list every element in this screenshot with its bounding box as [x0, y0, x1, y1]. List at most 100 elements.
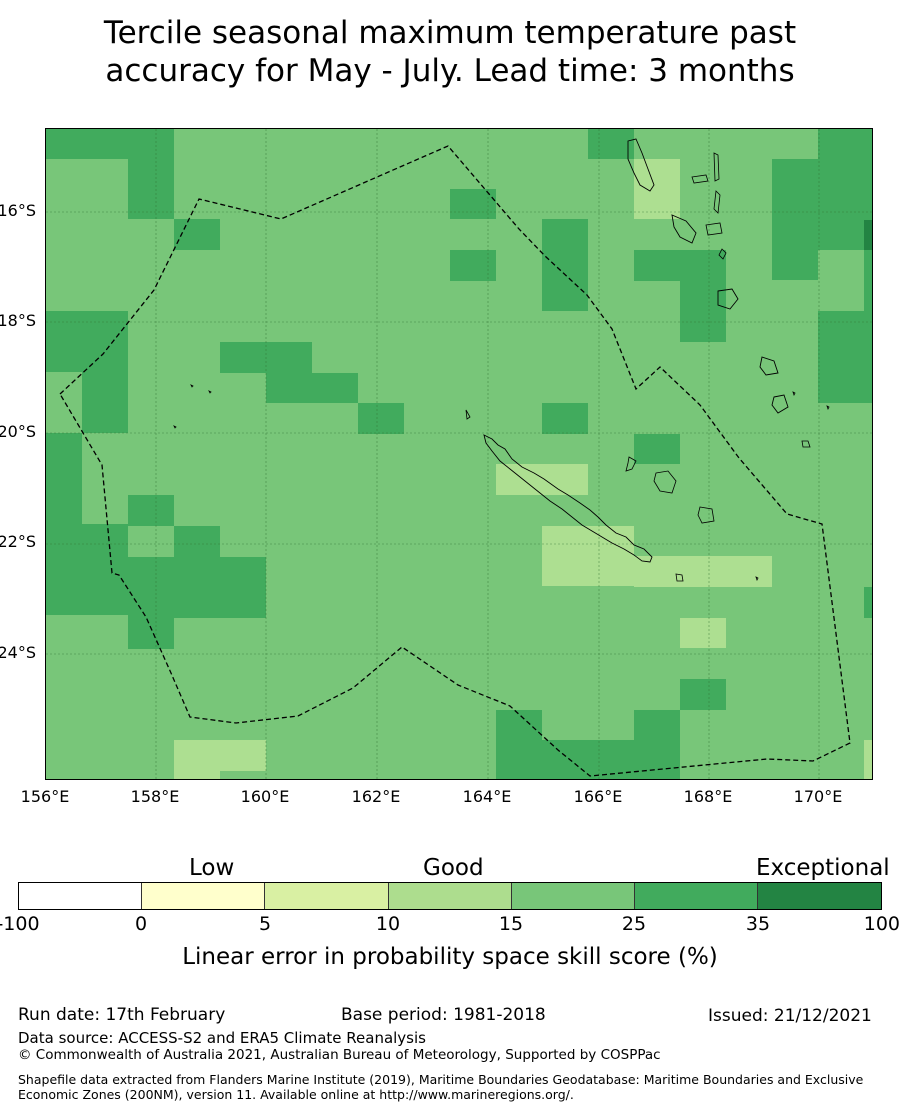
ambae-island [691, 174, 709, 184]
lon-label-166e: 166°E [573, 787, 623, 806]
lifou-island [653, 470, 677, 494]
lon-label-160e: 160°E [240, 787, 290, 806]
erromango-island [759, 356, 779, 376]
copyright: © Commonwealth of Australia 2021, Austra… [18, 1047, 661, 1063]
ambrym-island [705, 222, 723, 236]
base-period: Base period: 1981-2018 [341, 1005, 546, 1025]
lat-label-16s: 16°S [0, 201, 36, 220]
skill-cell [82, 372, 128, 433]
skill-cell [634, 710, 680, 779]
skill-cell [818, 311, 872, 403]
skill-cell [634, 434, 680, 464]
skill-cell [818, 129, 872, 250]
colorbar-tick: 100 [863, 913, 900, 935]
lat-label-24s: 24°S [0, 643, 36, 662]
skill-cell [634, 556, 772, 587]
epi-island [718, 248, 727, 260]
colorbar-segment [388, 883, 512, 909]
colorbar-tick: -100 [0, 913, 40, 935]
skill-cell [46, 433, 82, 524]
title-line-2: accuracy for May - July. Lead time: 3 mo… [105, 53, 795, 89]
skill-cell [128, 159, 174, 219]
colorbar-category-good: Good [423, 855, 484, 881]
colorbar-segment [19, 883, 143, 909]
skill-cell [634, 250, 726, 281]
skill-cell [128, 495, 174, 526]
colorbar-segment [265, 883, 389, 909]
skill-cell [542, 740, 634, 779]
skill-cell [680, 281, 726, 342]
skill-cell [358, 403, 404, 434]
skill-cell [864, 250, 872, 311]
pentecost-island [713, 190, 721, 214]
skill-cell [450, 250, 496, 281]
colorbar-category-exceptional: Exceptional [756, 855, 890, 881]
skill-cell [496, 710, 542, 779]
skill-cell [680, 679, 726, 710]
shapefile-credit: Shapefile data extracted from Flanders M… [18, 1072, 864, 1102]
colorbar-segment [142, 883, 266, 909]
colorbar-tick: 0 [134, 913, 148, 935]
colorbar-title: Linear error in probability space skill … [182, 944, 718, 970]
lon-label-170e: 170°E [793, 787, 843, 806]
skill-grid-cells [46, 129, 872, 779]
lon-label-164e: 164°E [462, 787, 512, 806]
skill-cell [680, 618, 726, 648]
skill-cell [496, 464, 588, 495]
map-background-cell [46, 129, 872, 779]
skill-cell [542, 403, 588, 434]
colorbar-segment [511, 883, 635, 909]
colorbar-tick: 10 [375, 913, 401, 935]
skill-cell [634, 159, 680, 219]
bellona-islet [173, 425, 177, 429]
graticule [46, 129, 872, 779]
skill-map[interactable] [45, 128, 873, 780]
skill-cell [266, 373, 358, 403]
chesterfield-islet [190, 384, 194, 388]
surprise-islet [465, 409, 471, 420]
skill-cell [128, 557, 266, 618]
skill-cell [542, 526, 634, 586]
colorbar-tick: 15 [498, 913, 524, 935]
skill-cell [588, 129, 634, 159]
colorbar-tick: 35 [745, 913, 771, 935]
aneityum-island [801, 440, 811, 448]
lon-label-162e: 162°E [351, 787, 401, 806]
title-line-1: Tercile seasonal maximum temperature pas… [103, 15, 797, 51]
lon-label-158e: 158°E [130, 787, 180, 806]
maewo-island [713, 152, 720, 182]
colorbar-segment [758, 883, 881, 909]
skill-cell [174, 740, 266, 771]
isle-of-pines [675, 573, 684, 582]
chart-title: Tercile seasonal maximum temperature pas… [0, 14, 900, 90]
lat-label-22s: 22°S [0, 532, 36, 551]
chesterfield-islet-2 [208, 390, 212, 394]
lat-label-18s: 18°S [0, 311, 36, 330]
lon-label-156e: 156°E [20, 787, 70, 806]
lon-label-168e: 168°E [683, 787, 733, 806]
colorbar-segment [634, 883, 759, 909]
skill-cell [174, 771, 220, 779]
espiritu-santo-island [627, 138, 655, 192]
mare-island [697, 506, 715, 524]
issued-date: Issued: 21/12/2021 [708, 1006, 872, 1026]
map-canvas [46, 129, 872, 779]
tanna-island [771, 394, 789, 414]
matthew-island [826, 405, 830, 411]
skill-cell [128, 618, 174, 649]
skill-cell [772, 159, 818, 280]
colorbar-category-low: Low [189, 855, 235, 881]
skill-cell [46, 311, 128, 372]
run-date: Run date: 17th February [18, 1005, 226, 1025]
skill-cell [864, 587, 872, 618]
malekula-island [671, 214, 697, 244]
eez-boundary [59, 145, 851, 777]
skill-cell [46, 524, 128, 615]
aniwa-island [792, 391, 796, 397]
skill-cell [864, 740, 872, 779]
colorbar-tick: 5 [258, 913, 272, 935]
walpole-island [755, 576, 759, 582]
ouvea-island [625, 456, 637, 472]
colorbar-tick: 25 [621, 913, 647, 935]
skill-cell [864, 220, 872, 250]
